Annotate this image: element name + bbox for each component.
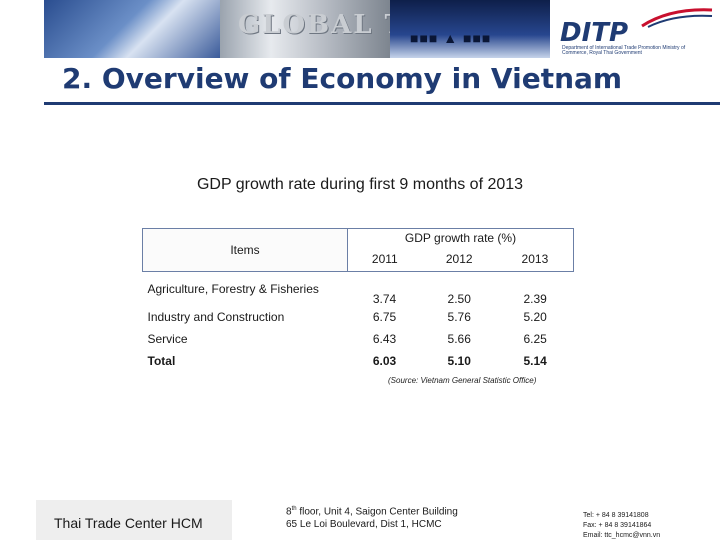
table-cell: 6.25 — [523, 332, 547, 346]
header-gdp-growth: GDP growth rate (%) — [347, 227, 574, 248]
banner-image-handshake — [390, 0, 550, 58]
footer-tel: Tel: + 84 8 39141808 — [583, 512, 649, 519]
header-year: 2011 — [346, 247, 422, 272]
logo-subtitle: Department of International Trade Promot… — [562, 45, 686, 56]
row-label: Industry and Construction — [147, 310, 285, 324]
table-year-row: 2011 2012 2013 — [143, 247, 574, 272]
footer-address: 8th floor, Unit 4, Saigon Center Buildin… — [286, 503, 458, 531]
table-header-row: Items GDP growth rate (%) — [142, 227, 574, 272]
table-cell: 5.14 — [523, 354, 547, 368]
address-rest: floor, Unit 4, Saigon Center Building — [296, 506, 458, 518]
row-label: Agriculture, Forestry & Fisheries — [147, 282, 319, 296]
header-items: Items — [142, 228, 348, 272]
table-cell: 5.20 — [523, 310, 547, 324]
slide-title: 2. Overview of Economy in Vietnam — [62, 62, 623, 95]
address-line-1: 8th floor, Unit 4, Saigon Center Buildin… — [286, 503, 458, 518]
table-cell: 2.50 — [447, 292, 471, 306]
logo-text: DITP — [560, 18, 629, 48]
table-cell: 5.66 — [447, 332, 471, 346]
row-label: Service — [147, 332, 188, 346]
table-row-total: Total 6.03 5.10 5.14 — [143, 350, 574, 372]
table-row: Industry and Construction 6.75 5.76 5.20 — [143, 306, 574, 328]
header-year: 2012 — [421, 247, 497, 272]
footer-fax: Fax: + 84 8 39141864 — [583, 522, 652, 529]
table-row: Service 6.43 5.66 6.25 — [143, 328, 574, 350]
table-cell: 6.43 — [372, 332, 397, 346]
banner-image-writing — [44, 0, 220, 58]
floor-number: 8 — [286, 506, 292, 518]
table-cell: 5.10 — [447, 354, 471, 368]
gdp-table: Items GDP growth rate (%) 2011 2012 2013… — [142, 227, 574, 372]
logo-swoosh-icon — [641, 8, 713, 28]
table-cell: 2.39 — [523, 292, 547, 306]
footer-email: Email: ttc_hcmc@vnn.vn — [583, 532, 661, 539]
table-cell: 6.75 — [372, 310, 397, 324]
table-cell: 6.03 — [372, 354, 397, 368]
table-cell: 3.74 — [372, 292, 397, 306]
floor-suffix: th — [291, 506, 297, 512]
table-cell: 5.76 — [447, 310, 471, 324]
row-label: Total — [147, 354, 176, 368]
footer-contact: Tel: + 84 8 39141808 Fax: + 84 8 3914186… — [583, 511, 660, 541]
table-row: Agriculture, Forestry & Fisheries 3.74 2… — [143, 272, 574, 306]
banner-image-global-trade — [220, 0, 390, 58]
people-silhouette-icon: ■■■ ▲ ■■■ — [410, 30, 492, 46]
source-note: (Source: Vietnam General Statistic Offic… — [388, 376, 537, 385]
address-line-2: 65 Le Loi Boulevard, Dist 1, HCMC — [286, 519, 442, 531]
footer-org-box — [36, 500, 232, 540]
header-year: 2013 — [496, 247, 574, 272]
footer-org-name: Thai Trade Center HCM — [54, 515, 203, 531]
title-bar — [44, 60, 720, 105]
table-title: GDP growth rate during first 9 months of… — [196, 176, 524, 193]
